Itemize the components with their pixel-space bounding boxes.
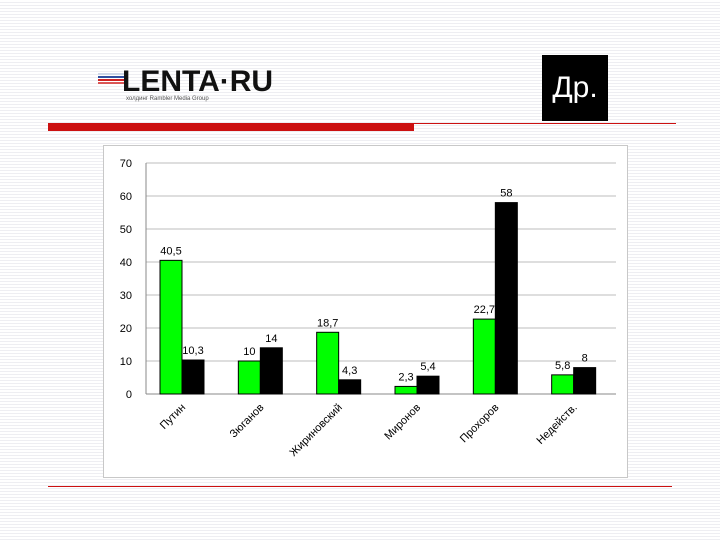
data-label: 18,7 [317,317,338,329]
data-label: 22,7 [474,304,495,316]
data-label: 10 [243,346,255,358]
y-tick-label: 20 [120,323,132,335]
y-tick-label: 40 [120,257,132,269]
data-label: 5,8 [555,360,570,372]
data-label: 40,5 [160,245,181,257]
category-label: Жириновский [287,402,344,459]
category-label: Миронов [382,402,423,443]
y-tick-label: 10 [120,356,132,368]
header-thin-rule [414,123,676,124]
category-label: Путин [158,402,188,432]
data-label: 14 [265,333,277,345]
category-label: Зюганов [228,402,267,441]
corner-badge: Др. [542,55,608,121]
green-bar [472,318,496,395]
data-label: 58 [500,188,512,200]
black-bar [259,347,283,395]
logo-subtitle: холдинг Rambler Media Group [126,96,209,102]
footer-rule [48,486,672,487]
y-tick-label: 50 [120,224,132,236]
bar-chart: 0 10 20 30 40 50 60 70 40,5 10,3 Путин 10 14 Зюганов 1… [120,158,616,459]
data-label: 2,3 [398,371,413,383]
black-bar [181,359,205,395]
lenta-logo: LENTA·RU холдинг Rambler Media Group [96,66,286,106]
flag-icon [98,73,124,84]
black-bar [573,367,597,395]
y-tick-label: 0 [126,389,132,401]
green-bar [551,374,575,395]
logo-wordmark: LENTA·RU [122,65,274,98]
green-bar [159,259,183,395]
header-red-bar [48,123,414,131]
green-bar [316,331,340,395]
green-bar [237,360,261,395]
black-bar [338,379,362,395]
black-bar [494,202,518,395]
y-tick-label: 60 [120,191,132,203]
data-label: 10,3 [182,345,203,357]
data-label: 8 [582,353,588,365]
black-bar [416,375,440,395]
data-label: 4,3 [342,365,357,377]
green-bar [394,385,418,395]
category-label: Недейств. [535,402,580,447]
chart-frame: 0 10 20 30 40 50 60 70 40,5 10,3 Путин 10 14 Зюганов 1… [103,145,628,478]
y-tick-label: 70 [120,158,132,170]
category-label: Прохоров [458,402,502,446]
y-tick-label: 30 [120,290,132,302]
data-label: 5,4 [420,361,435,373]
